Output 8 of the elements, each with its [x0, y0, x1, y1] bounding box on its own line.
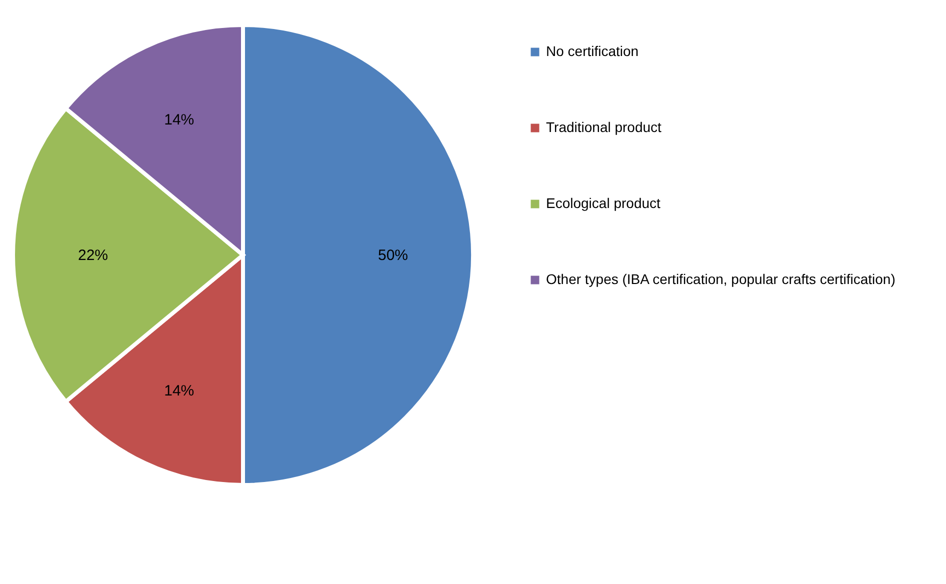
legend-label: Traditional product	[546, 119, 662, 135]
data-label: 14%	[164, 111, 194, 128]
legend-label: No certification	[546, 43, 639, 59]
data-label: 22%	[78, 247, 108, 264]
data-label: 14%	[164, 382, 194, 400]
data-label: 50%	[378, 247, 408, 264]
legend-label: Other types (IBA certification, popular crafts certification)	[546, 271, 896, 287]
legend-label: Ecological product	[546, 195, 661, 211]
